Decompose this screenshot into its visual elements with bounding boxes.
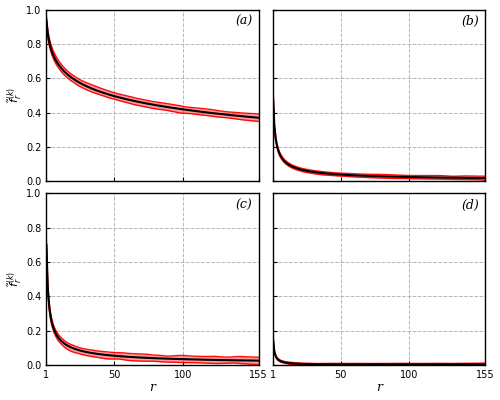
X-axis label: r: r	[376, 382, 382, 394]
Y-axis label: $\tilde{f}_r^{(k)}$: $\tilde{f}_r^{(k)}$	[6, 88, 25, 104]
Text: (c): (c)	[236, 198, 252, 212]
Text: (d): (d)	[461, 198, 479, 212]
X-axis label: r: r	[150, 382, 156, 394]
Y-axis label: $\tilde{f}_r^{(k)}$: $\tilde{f}_r^{(k)}$	[6, 271, 25, 287]
Text: (a): (a)	[235, 15, 252, 28]
Text: (b): (b)	[461, 15, 479, 28]
